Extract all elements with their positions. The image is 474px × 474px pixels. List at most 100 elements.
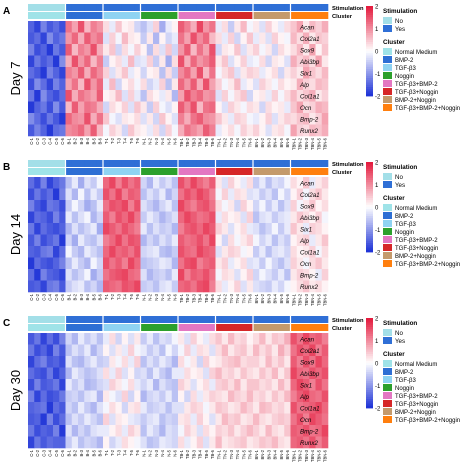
column-label: TB-4: [198, 293, 203, 303]
column-label: TBN-5: [316, 137, 321, 150]
heatmap-cell: [34, 21, 41, 33]
stimulation-track-cell: [178, 316, 185, 323]
heatmap-cell: [140, 390, 148, 403]
column-label: T-4: [123, 293, 128, 300]
heatmap-cell: [65, 257, 73, 270]
heatmap-cell: [146, 211, 154, 224]
heatmap-cell: [28, 425, 35, 437]
heatmap-cell: [296, 356, 304, 368]
heatmap-cell: [234, 367, 241, 380]
stimulation-track-cell: [184, 4, 191, 11]
heatmap-cell: [253, 269, 260, 281]
heatmap-cell: [196, 257, 204, 270]
heatmap-cell: [128, 234, 135, 247]
heatmap-cell: [34, 78, 41, 91]
heatmap-cell: [215, 390, 223, 403]
heatmap-cell: [103, 44, 110, 56]
stimulation-track-cell: [46, 316, 54, 323]
cluster-track-cell: [309, 168, 316, 175]
heatmap-cell: [321, 246, 329, 258]
heatmap-cell: [309, 188, 316, 201]
heatmap-cell: [96, 356, 104, 368]
stimulation-track-cell: [165, 160, 173, 167]
heatmap-cell: [71, 344, 79, 357]
heatmap-cell: [115, 188, 123, 201]
heatmap-cell: [203, 333, 210, 345]
heatmap-cell: [309, 177, 316, 189]
color-scale-step: [366, 55, 373, 59]
stimulation-track-cell: [265, 4, 273, 11]
stimulation-track-cell: [146, 160, 154, 167]
heatmap-cell: [34, 101, 41, 114]
heatmap-cell: [296, 257, 304, 270]
heatmap-cell: [309, 44, 316, 56]
heatmap-cell: [90, 188, 98, 201]
heatmap-cell: [303, 67, 310, 79]
cluster-track-cell: [203, 324, 210, 331]
heatmap-cell: [96, 188, 104, 201]
cluster-track-cell: [228, 12, 235, 19]
heatmap-cell: [253, 55, 260, 68]
cluster-track-cell: [240, 324, 248, 331]
heatmap-cell: [196, 44, 204, 56]
heatmap-cell: [309, 32, 316, 45]
heatmap-cell: [196, 356, 204, 368]
heatmap-cell: [315, 413, 323, 426]
heatmap-cell: [46, 177, 54, 189]
heatmap-cell: [278, 113, 285, 125]
heatmap-cell: [153, 379, 160, 391]
heatmap-cell: [221, 44, 229, 56]
color-scale-step: [366, 175, 373, 179]
heatmap-cell: [96, 200, 104, 212]
heatmap-cell: [159, 223, 166, 235]
heatmap-cell: [184, 101, 191, 114]
heatmap-cell: [115, 436, 123, 449]
heatmap-cell: [296, 379, 304, 391]
heatmap-cell: [28, 188, 35, 201]
color-scale-step: [366, 399, 373, 402]
heatmap-cell: [53, 436, 60, 449]
stimulation-legend-title: Stimulation: [383, 8, 417, 15]
heatmap-cell: [84, 390, 91, 403]
stimulation-track-cell: [221, 160, 229, 167]
color-scale-step: [366, 186, 373, 190]
heatmap-cell: [246, 425, 254, 437]
color-scale-step: [366, 385, 373, 389]
heatmap-cell: [309, 413, 316, 426]
heatmap-cell: [84, 436, 91, 449]
heatmap-cell: [240, 390, 248, 403]
stimulation-track-cell: [34, 160, 41, 167]
heatmap-cell: [321, 257, 329, 270]
heatmap-cell: [278, 223, 285, 235]
heatmap-cell: [271, 402, 279, 414]
heatmap-cell: [178, 269, 185, 281]
heatmap-cell: [28, 246, 35, 258]
gene-label: Col2a1: [300, 36, 320, 43]
heatmap-cell: [121, 333, 129, 345]
heatmap-cell: [284, 390, 291, 403]
heatmap-cell: [271, 436, 279, 449]
heatmap-cell: [65, 55, 73, 68]
heatmap-cell: [28, 234, 35, 247]
heatmap-cell: [284, 101, 291, 114]
cluster-track-cell: [134, 168, 141, 175]
heatmap-cell: [178, 280, 185, 293]
heatmap-cell: [40, 367, 48, 380]
heatmap-cell: [190, 200, 198, 212]
heatmap-cell: [128, 101, 135, 114]
heatmap-cell: [53, 177, 60, 189]
heatmap-cell: [121, 344, 129, 357]
heatmap-cell: [240, 402, 248, 414]
heatmap-cell: [121, 436, 129, 449]
heatmap-cell: [246, 402, 254, 414]
heatmap-cell: [271, 101, 279, 114]
heatmap-cell: [134, 78, 141, 91]
heatmap-cell: [221, 413, 229, 426]
heatmap-cell: [178, 257, 185, 270]
heatmap-cell: [184, 21, 191, 33]
cluster-track-cell: [121, 168, 129, 175]
heatmap-cell: [309, 67, 316, 79]
heatmap-cell: [134, 402, 141, 414]
stimulation-track-cell: [234, 316, 241, 323]
